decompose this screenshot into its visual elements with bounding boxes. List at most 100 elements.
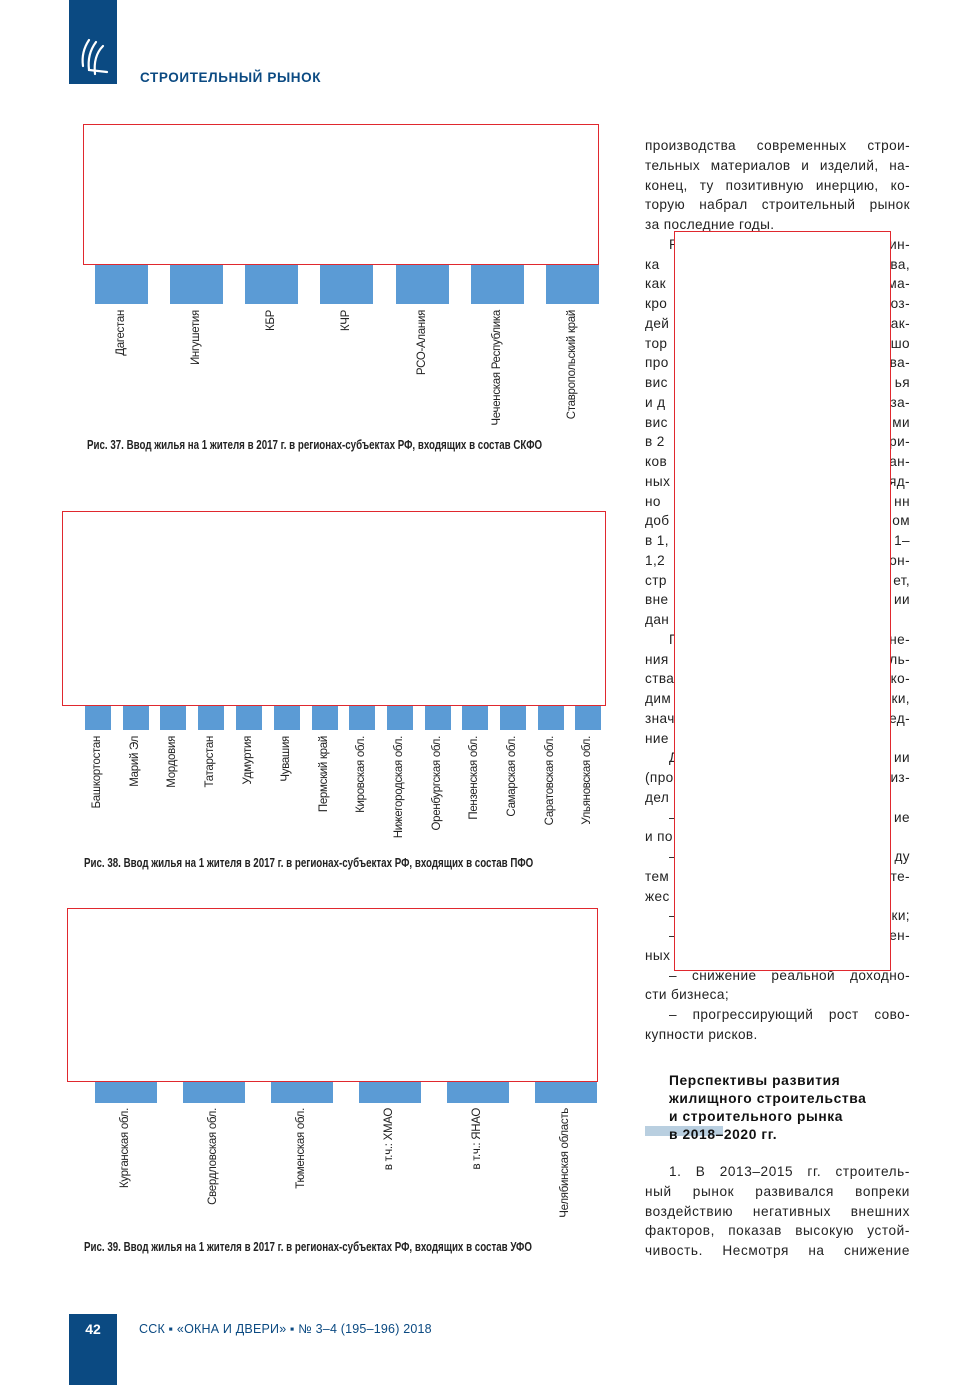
text-line: дан — [645, 610, 910, 630]
text-line: (про из- — [645, 768, 910, 788]
text-fragment: – — [669, 908, 677, 924]
text-fragment: дим — [645, 691, 672, 706]
text-fragment: шо — [890, 335, 910, 351]
text-fragment: за- — [890, 394, 910, 410]
footer-publication: ССК ▪ «ОКНА И ДВЕРИ» ▪ № 3–4 (195–196) 2… — [139, 1322, 432, 1336]
text-fragment: – — [669, 928, 677, 943]
text-fragment: ль- — [889, 651, 910, 667]
text-line: ный рынок развивался вопреки — [645, 1182, 910, 1202]
text-fragment: ния — [645, 651, 669, 667]
text-line: Пне- — [645, 630, 910, 650]
category-label: Ингушетия — [189, 310, 202, 366]
category-label: Удмуртия — [242, 736, 254, 785]
category-label: Нижегородская обл. — [393, 736, 405, 839]
text-fragment: и д — [645, 394, 666, 410]
text-fragment: ри- — [889, 434, 910, 450]
text-fragment: ом — [892, 513, 910, 529]
text-fragment: 1– — [894, 533, 910, 548]
category-label: Тюменская обл. — [295, 1108, 307, 1189]
text-fragment: жес — [645, 888, 670, 904]
text-line: и д за- — [645, 393, 910, 413]
text-line: 1. В 2013–2015 гг. строитель- — [645, 1162, 910, 1182]
text-fragment: про — [645, 355, 669, 371]
text-line: ных яд- — [645, 472, 910, 492]
text-fragment: кро — [645, 296, 668, 311]
text-line: ства ко- — [645, 669, 910, 689]
category-label: Ульяновская обл. — [581, 736, 593, 825]
text-fragment: нн — [894, 493, 910, 509]
text-fragment: ду — [894, 849, 910, 864]
text-fragment: ин- — [889, 236, 910, 252]
text-fragment: ков — [645, 454, 668, 469]
text-line: за последние годы. — [645, 215, 910, 235]
text-fragment: тем — [645, 868, 670, 884]
text-line: тем те- — [645, 867, 910, 887]
text-line: сти бизнеса; — [645, 985, 910, 1005]
text-fragment: чивость. Несмотря на снижение — [645, 1243, 910, 1258]
text-line: ние — [645, 729, 910, 749]
section-heading: Перспективы развития жилищного строитель… — [669, 1073, 867, 1142]
text-fragment: ных — [645, 947, 671, 963]
category-label: КЧР — [339, 310, 352, 332]
text-line: – ду — [645, 847, 910, 867]
category-label: Свердловская обл. — [207, 1108, 219, 1205]
text-line: производства современных строи- — [645, 136, 910, 156]
text-fragment: – снижение реальной доходно- — [669, 967, 910, 983]
text-fragment: не- — [889, 631, 910, 647]
text-line: – ки; — [645, 906, 910, 926]
text-line: 1,2 он- — [645, 551, 910, 571]
category-label: Башкортостан — [91, 736, 103, 809]
publisher-logo-icon — [81, 38, 109, 76]
text-fragment: ко- — [890, 671, 910, 687]
category-label: Пермский край — [318, 736, 330, 813]
text-line: ков ан- — [645, 452, 910, 472]
category-label: Татарстан — [204, 736, 216, 788]
text-fragment: – — [669, 809, 677, 825]
redaction-box — [67, 908, 598, 1082]
category-label: КБР — [264, 310, 277, 332]
text-fragment: за последние годы. — [645, 217, 775, 232]
text-line: тельных материалов и изделий, на- — [645, 156, 910, 176]
text-fragment: ный рынок развивался вопреки — [645, 1183, 910, 1199]
category-label: Пензенская обл. — [468, 736, 480, 820]
text-line: дим ки, — [645, 689, 910, 709]
text-fragment: но — [645, 493, 661, 509]
text-fragment: ва- — [889, 355, 910, 371]
text-fragment: ед- — [889, 710, 910, 726]
category-label: Ставропольский край — [565, 310, 578, 420]
text-line: – ие — [645, 808, 910, 828]
text-fragment: доб — [645, 513, 670, 529]
text-line: вне ии — [645, 590, 910, 610]
page-number: 42 — [85, 1321, 101, 1337]
redaction-box — [62, 511, 606, 706]
text-line: вис ми — [645, 413, 910, 433]
text-line: факторов, показав высокую устой- — [645, 1221, 910, 1241]
text-line: ния ль- — [645, 650, 910, 670]
text-fragment: дей — [645, 315, 670, 331]
category-label: Мордовия — [166, 736, 178, 788]
text-line: вис ья — [645, 373, 910, 393]
text-fragment: – прогрессирующий рост сово- — [669, 1007, 910, 1022]
text-line: – ен- — [645, 926, 910, 946]
text-fragment: ки; — [891, 908, 910, 924]
redaction-box — [83, 124, 599, 265]
text-line: ка ва, — [645, 255, 910, 275]
text-fragment: ка — [645, 256, 660, 272]
text-fragment: и по — [645, 829, 673, 845]
text-fragment: как — [645, 276, 666, 292]
category-label: Самарская обл. — [506, 736, 518, 817]
text-line: – снижение реальной доходно- — [645, 966, 910, 986]
text-fragment: ми — [892, 414, 910, 430]
text-fragment: знач — [645, 710, 675, 726]
text-fragment: Д — [669, 748, 679, 768]
text-fragment: ие — [894, 809, 910, 825]
text-fragment: ки, — [891, 691, 910, 706]
text-fragment: факторов, показав высокую устой- — [645, 1223, 910, 1239]
text-column: производства современных строи-тельных м… — [645, 136, 910, 1045]
text-fragment: ва, — [890, 256, 910, 272]
redaction-box — [674, 231, 891, 971]
text-fragment: ак- — [890, 315, 910, 331]
text-line: про ва- — [645, 353, 910, 373]
category-label: РСО-Алания — [415, 310, 428, 376]
text-fragment: ья — [894, 375, 910, 390]
